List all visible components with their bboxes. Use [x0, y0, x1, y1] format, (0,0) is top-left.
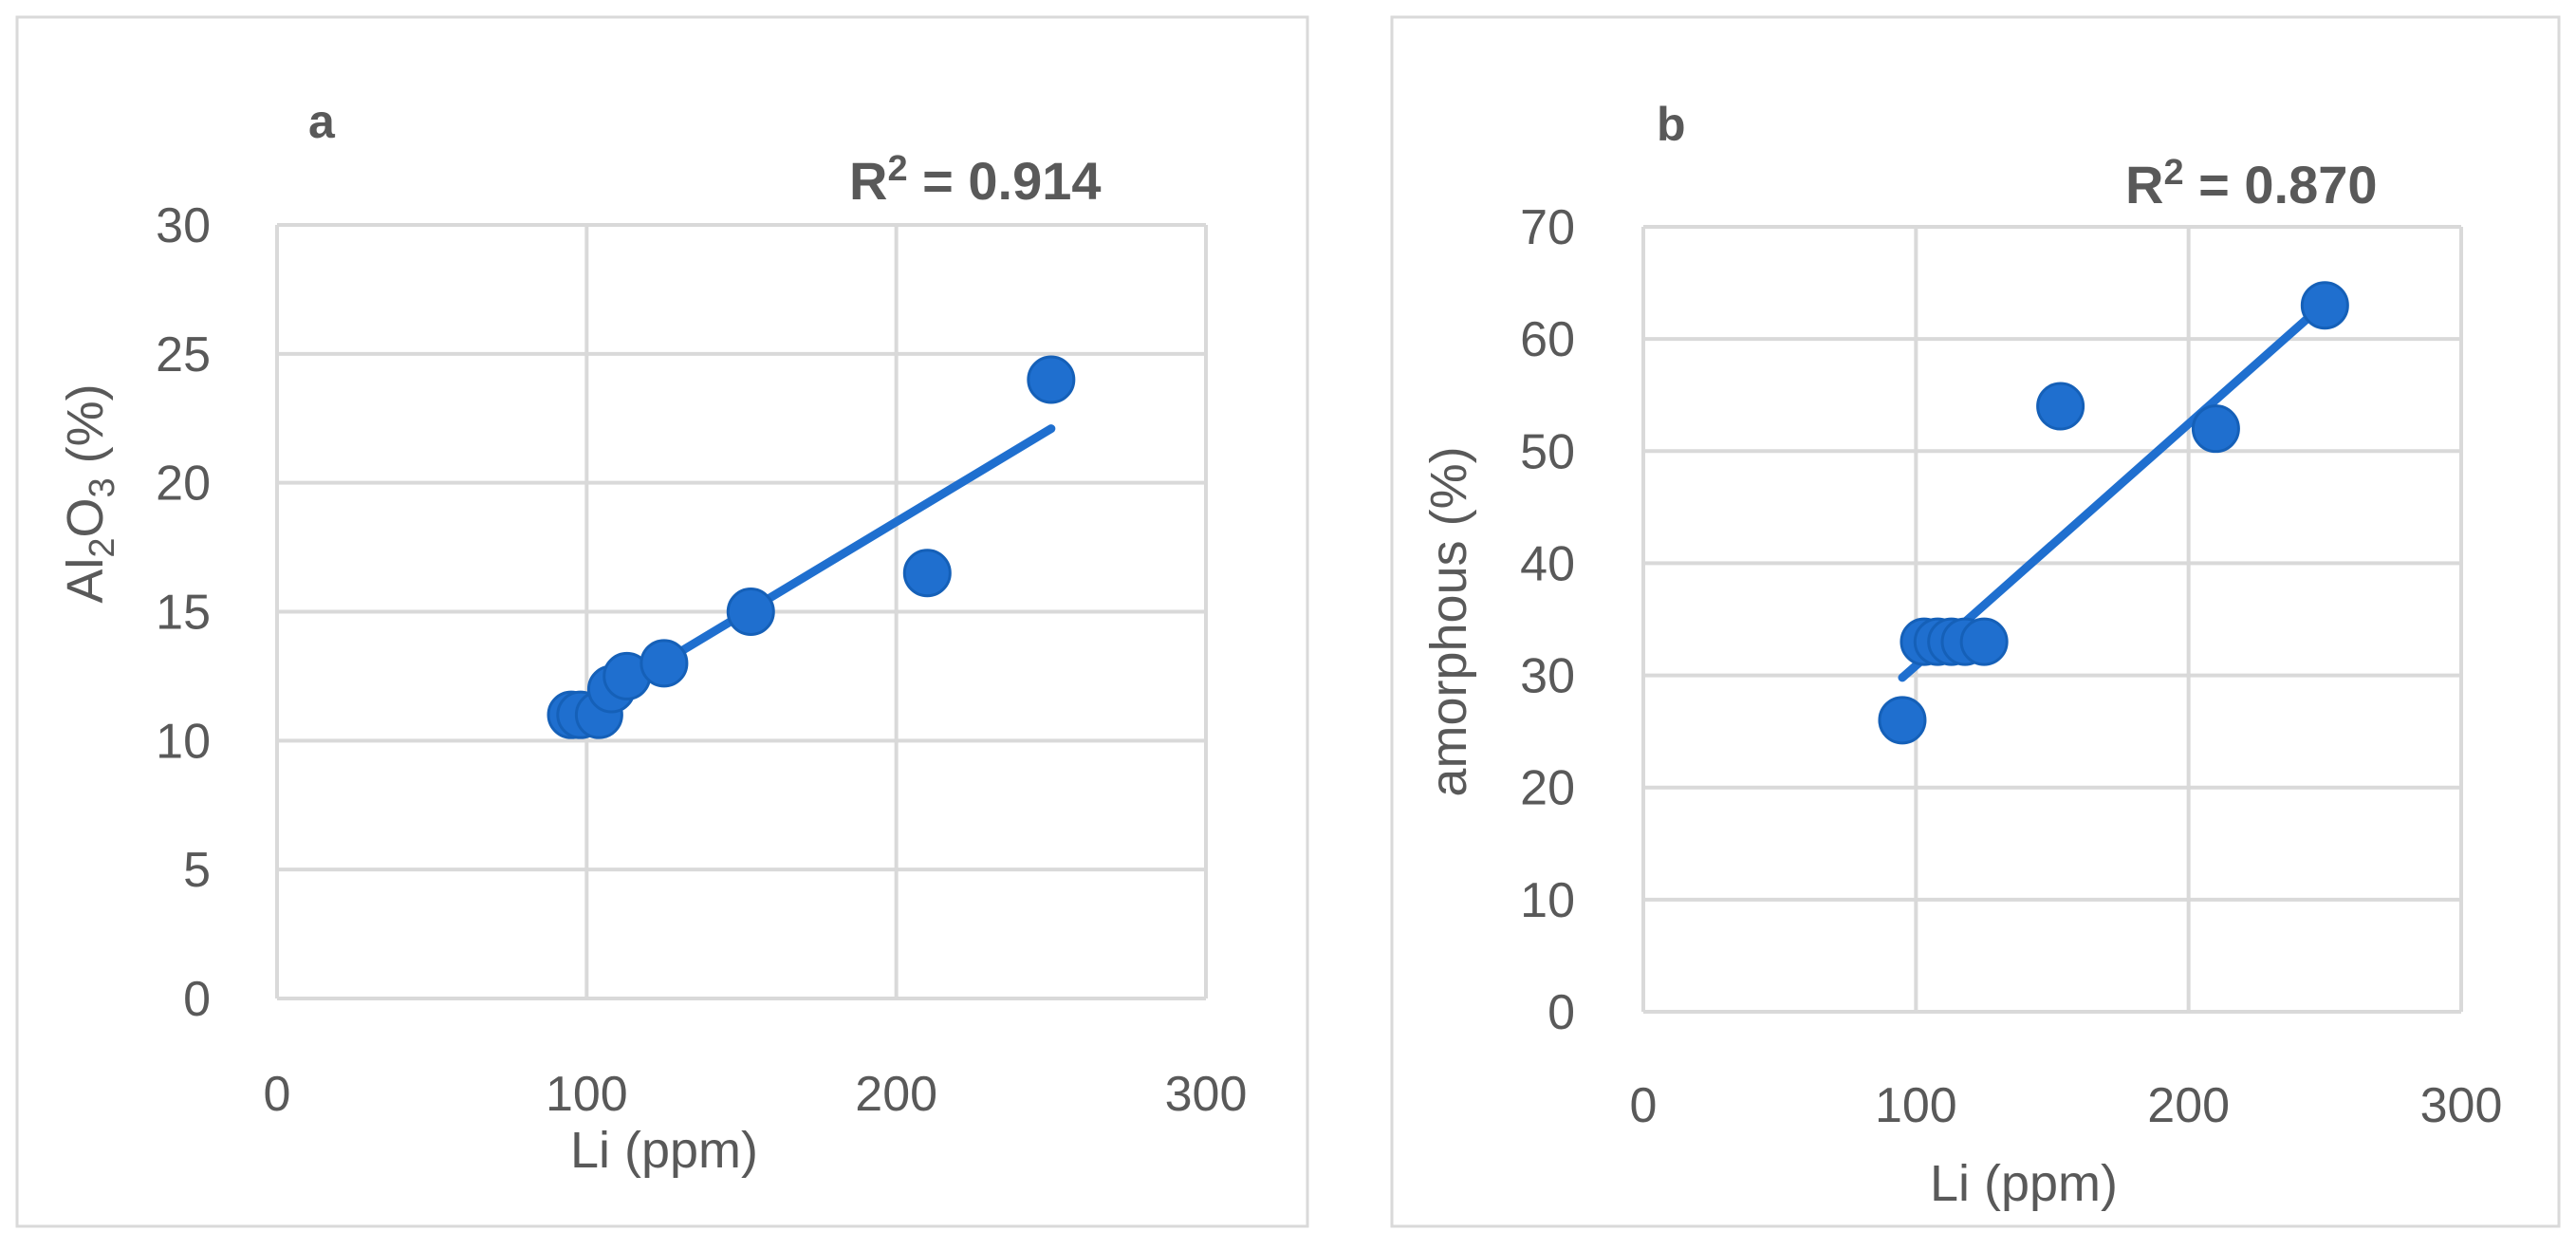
chart-b-trendline — [1898, 298, 2329, 682]
chart-a-points — [547, 355, 1076, 739]
chart-a-x-tick-label: 100 — [546, 1067, 628, 1122]
chart-a-y-tick-label: 0 — [183, 972, 211, 1027]
chart-a-data-point — [726, 588, 775, 636]
chart-b-x-tick-label: 0 — [1630, 1078, 1658, 1133]
chart-a-y-axis-title: Al2O3 (%) — [57, 383, 122, 603]
chart-a-r2-label: R2 = 0.914 — [849, 149, 1102, 211]
chart-b-y-tick-label: 50 — [1520, 424, 1575, 479]
chart-b-data-point — [1878, 696, 1927, 745]
chart-b-y-tick-label: 0 — [1547, 985, 1575, 1040]
chart-a-y-tick-label: 10 — [156, 714, 211, 769]
chart-b-points — [1878, 281, 2349, 745]
chart-b-y-tick-label: 20 — [1520, 761, 1575, 816]
chart-a-y-ticks: 0 5 10 15 20 25 30 — [156, 198, 211, 1027]
chart-a-frame — [15, 15, 1309, 1228]
chart-a-x-ticks: 0 100 200 300 — [264, 1067, 1248, 1122]
chart-a-x-axis-title: Li (ppm) — [570, 1122, 758, 1179]
chart-a-y-tick-label: 5 — [183, 843, 211, 898]
chart-a-data-point — [639, 639, 689, 688]
chart-b-r2-label: R2 = 0.870 — [2125, 153, 2378, 215]
chart-a-grid — [275, 223, 1208, 1000]
chart-b-data-point — [1959, 617, 2009, 666]
chart-b-y-tick-label: 40 — [1520, 536, 1575, 591]
chart-b-x-tick-label: 100 — [1875, 1078, 1957, 1133]
chart-b-y-tick-label: 60 — [1520, 312, 1575, 367]
chart-b-x-ticks: 0 100 200 300 — [1630, 1078, 2503, 1133]
chart-a-y-tick-label: 15 — [156, 586, 211, 641]
chart-b-data-point — [2191, 404, 2240, 454]
chart-b-y-tick-label: 70 — [1520, 200, 1575, 255]
chart-b-y-axis-title: amorphous (%) — [1420, 446, 1477, 796]
chart-b-x-axis-title: Li (ppm) — [1930, 1155, 2118, 1212]
chart-a-x-tick-label: 300 — [1165, 1067, 1248, 1122]
chart-b-x-tick-label: 300 — [2420, 1078, 2503, 1133]
chart-b-y-tick-label: 10 — [1520, 873, 1575, 928]
chart-b-y-tick-label: 30 — [1520, 649, 1575, 704]
chart-a-y-tick-label: 30 — [156, 198, 211, 253]
chart-a-y-tick-label: 20 — [156, 457, 211, 512]
chart-a-data-point — [902, 549, 952, 598]
chart-b-x-tick-label: 200 — [2147, 1078, 2230, 1133]
chart-b-data-point — [2036, 382, 2085, 431]
chart-panel-a: 0 5 10 15 20 25 30 0 100 200 300 a R2 = 0.914 Li … — [15, 15, 1309, 1228]
chart-a-x-tick-label: 200 — [855, 1067, 937, 1122]
chart-b-data-point — [2300, 281, 2349, 330]
chart-a-y-tick-label: 25 — [156, 327, 211, 382]
chart-a-x-tick-label: 0 — [264, 1067, 291, 1122]
chart-a-data-point — [1027, 355, 1076, 404]
chart-b-y-ticks: 0 10 20 30 40 50 60 70 — [1520, 200, 1575, 1040]
chart-a-panel-label: a — [308, 95, 336, 148]
chart-b-panel-label: b — [1657, 98, 1686, 151]
